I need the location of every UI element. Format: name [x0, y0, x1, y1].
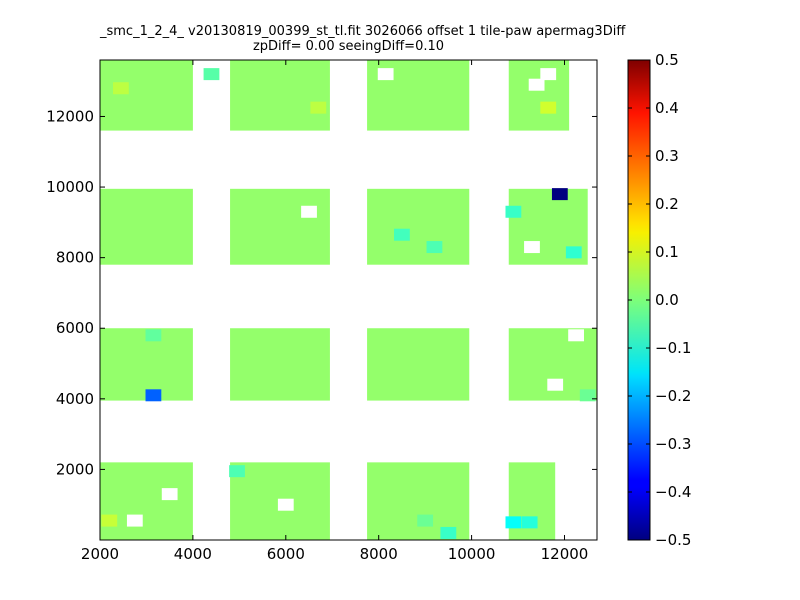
heatmap-cell	[145, 389, 162, 402]
y-tick-label: 12000	[46, 107, 94, 125]
heatmap-cell	[203, 68, 220, 81]
heatmap-cell	[505, 516, 522, 529]
heatmap-cell	[113, 82, 129, 95]
heatmap-cell	[521, 516, 538, 529]
colorbar-tick-label: −0.5	[655, 531, 691, 549]
heatmap-empty-cell	[540, 68, 557, 81]
colorbar-tick-label: 0.4	[655, 99, 679, 117]
y-tick-label: 8000	[56, 249, 94, 267]
plot-frame	[99, 59, 598, 541]
heatmap-empty-cell	[161, 488, 178, 501]
x-tick-label: 2000	[81, 545, 119, 563]
heatmap-cell	[565, 246, 582, 259]
heatmap-region	[230, 328, 330, 401]
chart-subtitle: zpDiff= 0.00 seeingDiff=0.10	[252, 39, 445, 54]
colorbar-tick-label: −0.3	[655, 435, 691, 453]
heatmap-empty-cell	[126, 514, 143, 527]
colorbar-tick-label: 0.1	[655, 243, 679, 261]
heatmap-region	[100, 188, 193, 265]
heatmap-empty-cell	[568, 329, 584, 342]
heatmap-empty-cell	[524, 241, 540, 254]
colorbar-tick-label: 0.0	[655, 291, 679, 309]
heatmap-region	[100, 60, 193, 131]
heatmap-cell	[310, 101, 327, 114]
heatmap-region	[367, 188, 470, 265]
x-tick-label: 6000	[267, 545, 305, 563]
heatmap-empty-cell	[547, 378, 564, 391]
heatmap-region	[230, 188, 330, 265]
heatmap-region	[230, 60, 330, 131]
colorbar-tick-label: −0.4	[655, 483, 691, 501]
colorbar-tick-label: 0.5	[655, 51, 679, 69]
x-tick-label: 4000	[174, 545, 212, 563]
x-tick-label: 10000	[448, 545, 496, 563]
heatmap-region	[100, 462, 193, 540]
heatmap-cell	[551, 188, 568, 201]
axes: 2000 4000 6000 8000 10000 12000 2000 4000 6000 80…	[46, 60, 597, 563]
heatmap-empty-cell	[277, 498, 294, 511]
heatmap-cell	[440, 526, 457, 539]
colorbar-ticks: 0.5 0.4 0.3 0.2 0.1 0.0 −0.1 −0.2 −0.3 −0.4 −0.5	[628, 51, 691, 549]
heatmap-cell	[145, 329, 162, 342]
x-tick-label: 12000	[541, 545, 589, 563]
heatmap-cell	[101, 514, 118, 527]
heatmap-cell	[540, 101, 557, 114]
colorbar-tick-label: 0.3	[655, 147, 679, 165]
heatmap-cell	[417, 514, 434, 527]
x-tick-label: 8000	[360, 545, 398, 563]
heatmap-cell	[426, 241, 443, 254]
chart-title: _smc_1_2_4_ v20130819_00399_st_tl.fit 30…	[100, 24, 626, 39]
heatmap-cells	[100, 60, 597, 540]
heatmap-region	[367, 328, 470, 401]
heatmap-empty-cell	[377, 68, 394, 81]
colorbar-tick-label: 0.2	[655, 195, 679, 213]
heatmap-empty-cell	[301, 205, 317, 218]
heatmap-cell	[579, 389, 596, 402]
heatmap-cell	[394, 228, 410, 241]
heatmap-cell	[505, 205, 522, 218]
y-tick-label: 6000	[56, 319, 94, 337]
colorbar-tick-label: −0.2	[655, 387, 691, 405]
heatmap-cell	[229, 465, 245, 478]
y-tick-label: 10000	[46, 178, 94, 196]
y-tick-label: 2000	[56, 460, 94, 478]
y-tick-label: 4000	[56, 390, 94, 408]
heatmap-region	[508, 60, 570, 131]
colorbar-tick-label: −0.1	[655, 339, 691, 357]
heatmap-empty-cell	[528, 78, 545, 91]
